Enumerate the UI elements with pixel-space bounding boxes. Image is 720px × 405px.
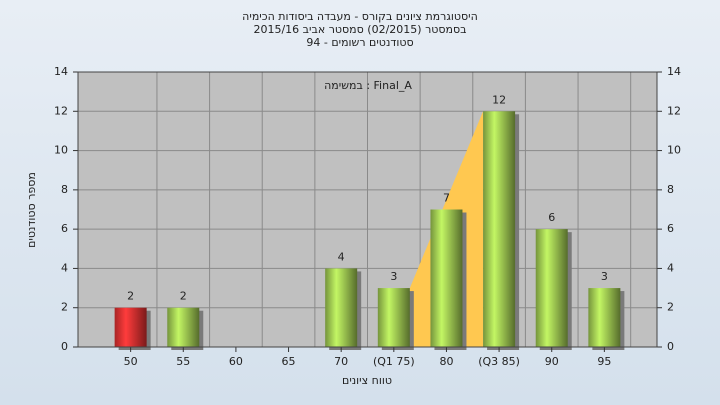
x-tick-label: 65	[282, 355, 296, 368]
y-tick-label: 8	[61, 183, 68, 196]
title-line: סטודנטים רשומים - 94	[306, 36, 413, 49]
value-label: 7	[443, 192, 450, 205]
bar	[325, 268, 358, 347]
bar	[114, 307, 147, 347]
value-label: 3	[601, 270, 608, 283]
x-axis-label: טווח ציונים	[342, 374, 392, 387]
value-label: 3	[390, 270, 397, 283]
y2-tick-label: 2	[667, 301, 674, 314]
y-tick-label: 2	[61, 301, 68, 314]
bar	[535, 229, 568, 347]
x-tick-label: 50	[124, 355, 138, 368]
bar	[430, 209, 463, 347]
x-tick-label: 60	[229, 355, 243, 368]
value-label: 6	[548, 211, 555, 224]
y-axis-label: מספר סטודנטים	[25, 172, 38, 248]
x-tick-label: (Q1 75)	[373, 355, 415, 368]
y2-tick-label: 6	[667, 222, 674, 235]
value-label: 2	[180, 290, 187, 303]
x-tick-label: 80	[439, 355, 453, 368]
value-label: 4	[338, 250, 345, 263]
bar	[167, 307, 200, 347]
y-tick-label: 6	[61, 222, 68, 235]
x-tick-label: 90	[545, 355, 559, 368]
value-label: 12	[492, 93, 506, 106]
title-line: היסטוגרמת ציונים בקורס - מעבדה ביסודות ה…	[242, 10, 478, 23]
value-label: 2	[127, 290, 134, 303]
x-tick-label: 70	[334, 355, 348, 368]
y-tick-label: 10	[54, 144, 68, 157]
y-tick-label: 14	[54, 65, 68, 78]
annotation: במשימה : Final_A	[324, 79, 412, 92]
y2-tick-label: 0	[667, 340, 674, 353]
y-tick-label: 12	[54, 104, 68, 117]
y2-tick-label: 10	[667, 144, 681, 157]
y2-tick-label: 8	[667, 183, 674, 196]
x-tick-label: (Q3 85)	[478, 355, 520, 368]
y2-tick-label: 12	[667, 104, 681, 117]
x-tick-label: 55	[176, 355, 190, 368]
bar	[377, 288, 410, 347]
plot-border	[77, 71, 658, 348]
x-tick-label: 95	[597, 355, 611, 368]
y2-tick-label: 4	[667, 261, 674, 274]
bar	[588, 288, 621, 347]
y-tick-label: 4	[61, 261, 68, 274]
y-tick-label: 0	[61, 340, 68, 353]
title-line: בסמסטר (02/2015) סמסטר אביב 2015/16	[253, 23, 466, 36]
bar	[483, 111, 516, 348]
y2-tick-label: 14	[667, 65, 681, 78]
